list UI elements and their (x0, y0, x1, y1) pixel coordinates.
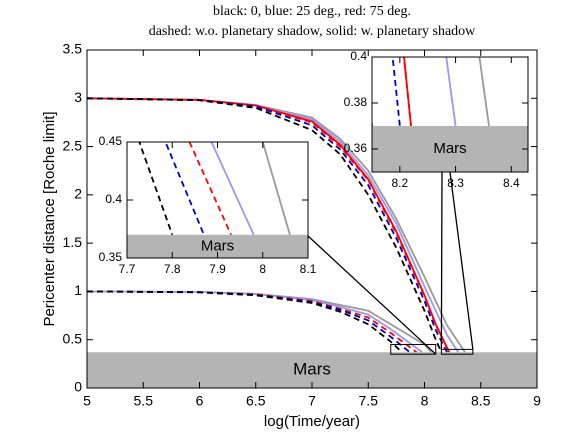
x-tick-label: 6.5 (246, 393, 266, 409)
x-tick-label: 8.5 (471, 393, 491, 409)
x-tick-label: 5 (83, 393, 91, 409)
mars-label: Mars (201, 237, 234, 254)
plot-lines (372, 57, 528, 172)
y-axis-label: Pericenter distance [Roche limit] (41, 111, 58, 326)
x-tick-label: 7 (308, 393, 316, 409)
x-tick-label: 7.7 (119, 262, 136, 276)
zoom-box (440, 348, 474, 355)
y-tick-label: 0 (74, 379, 82, 395)
y-tick-label: 0.5 (63, 330, 83, 346)
plot-frame (371, 56, 529, 173)
chart-title: black: 0, blue: 25 deg., red: 75 deg. (213, 4, 411, 19)
series-line (87, 290, 403, 353)
x-tick-label: 5.5 (134, 393, 154, 409)
x-tick-label: 8.4 (503, 176, 520, 190)
x-tick-label: 7.8 (164, 262, 181, 276)
chart-subtitle: dashed: w.o. planetary shadow, solid: w.… (149, 24, 476, 39)
x-tick-label: 7.5 (359, 393, 379, 409)
connector (440, 171, 443, 350)
x-tick-label: 8.3 (447, 176, 464, 190)
x-tick-label: 9 (533, 393, 541, 409)
y-tick-label: 0.4 (350, 49, 367, 63)
y-tick-label: 2.5 (63, 137, 83, 153)
connector (449, 171, 474, 350)
plot-lines (87, 97, 537, 388)
y-tick-label: 3.5 (63, 41, 83, 57)
y-tick-label: 0.4 (105, 192, 122, 206)
x-tick-label: 8 (259, 262, 266, 276)
series-line (87, 97, 443, 353)
y-tick-label: 0.45 (99, 134, 123, 148)
zoom-box (390, 344, 437, 355)
y-tick-label: 1 (74, 282, 82, 298)
x-tick-label: 8.1 (300, 262, 317, 276)
x-axis-label: log(Time/year) (264, 413, 360, 430)
y-tick-label: 1.5 (63, 234, 83, 250)
y-tick-label: 2 (74, 186, 82, 202)
x-tick-label: 6 (196, 393, 204, 409)
mars-region (372, 126, 528, 172)
connector (307, 235, 437, 355)
y-tick-label: 0.36 (344, 141, 368, 155)
y-tick-label: 0.38 (344, 95, 368, 109)
y-tick-label: 0.35 (99, 250, 123, 264)
x-tick-label: 8 (421, 393, 429, 409)
y-tick-label: 3 (74, 89, 82, 105)
mars-label: Mars (433, 140, 466, 157)
x-tick-label: 7.9 (209, 262, 226, 276)
x-tick-label: 8.2 (392, 176, 409, 190)
mars-label: Mars (293, 360, 331, 379)
